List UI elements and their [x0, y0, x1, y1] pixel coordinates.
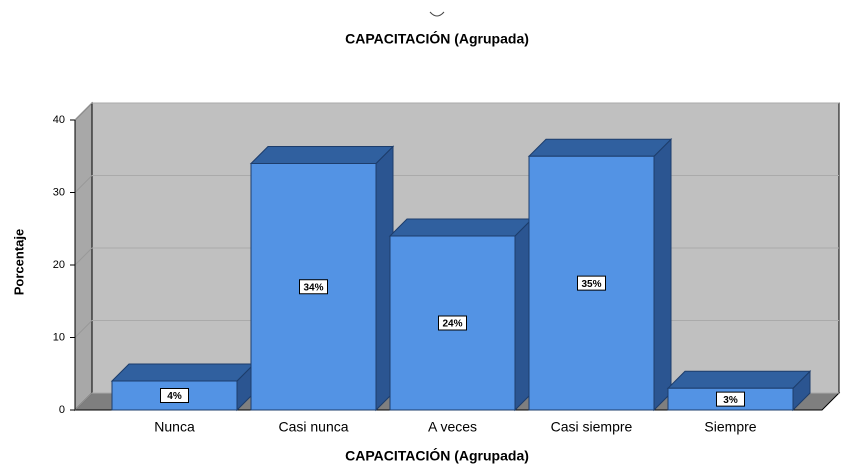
grid-line [74, 392, 93, 411]
value-label-box [716, 391, 745, 407]
value-label-box [299, 279, 328, 295]
x-axis-label: CAPACITACIÓN (Agrupada) [345, 447, 529, 464]
value-label: 35% [581, 279, 601, 290]
value-label-box [577, 275, 606, 291]
y-tick-label: 30 [53, 186, 65, 198]
decoration [429, 11, 445, 17]
grid-line [74, 320, 93, 338]
grid-line [74, 247, 93, 266]
grid-line [74, 175, 93, 193]
x-tick-label: Casi nunca [278, 419, 348, 435]
bar-top [666, 370, 812, 389]
grid-line [74, 102, 93, 121]
bar-top [388, 218, 534, 237]
value-label: 3% [723, 395, 738, 406]
bar-top [110, 363, 256, 382]
bar-top [527, 138, 673, 157]
x-tick-label: Siempre [704, 419, 756, 435]
y-tick-label: 10 [53, 331, 65, 343]
y-tick-label: 40 [53, 114, 65, 126]
bar-top [249, 146, 395, 164]
value-label-box [160, 388, 189, 403]
y-axis-label: Porcentaje [11, 229, 26, 295]
y-tick-label: 20 [53, 259, 65, 271]
x-tick-label: Nunca [154, 419, 195, 435]
x-tick-label: A veces [428, 419, 477, 435]
chart-title: CAPACITACIÓN (Agrupada) [345, 30, 529, 47]
value-label: 34% [303, 282, 323, 293]
y-tick-label: 0 [59, 404, 65, 416]
value-label: 4% [167, 391, 182, 402]
bar-side [653, 138, 672, 412]
value-label-box [438, 315, 467, 331]
x-tick-label: Casi siempre [551, 419, 633, 435]
value-label: 24% [442, 319, 462, 330]
